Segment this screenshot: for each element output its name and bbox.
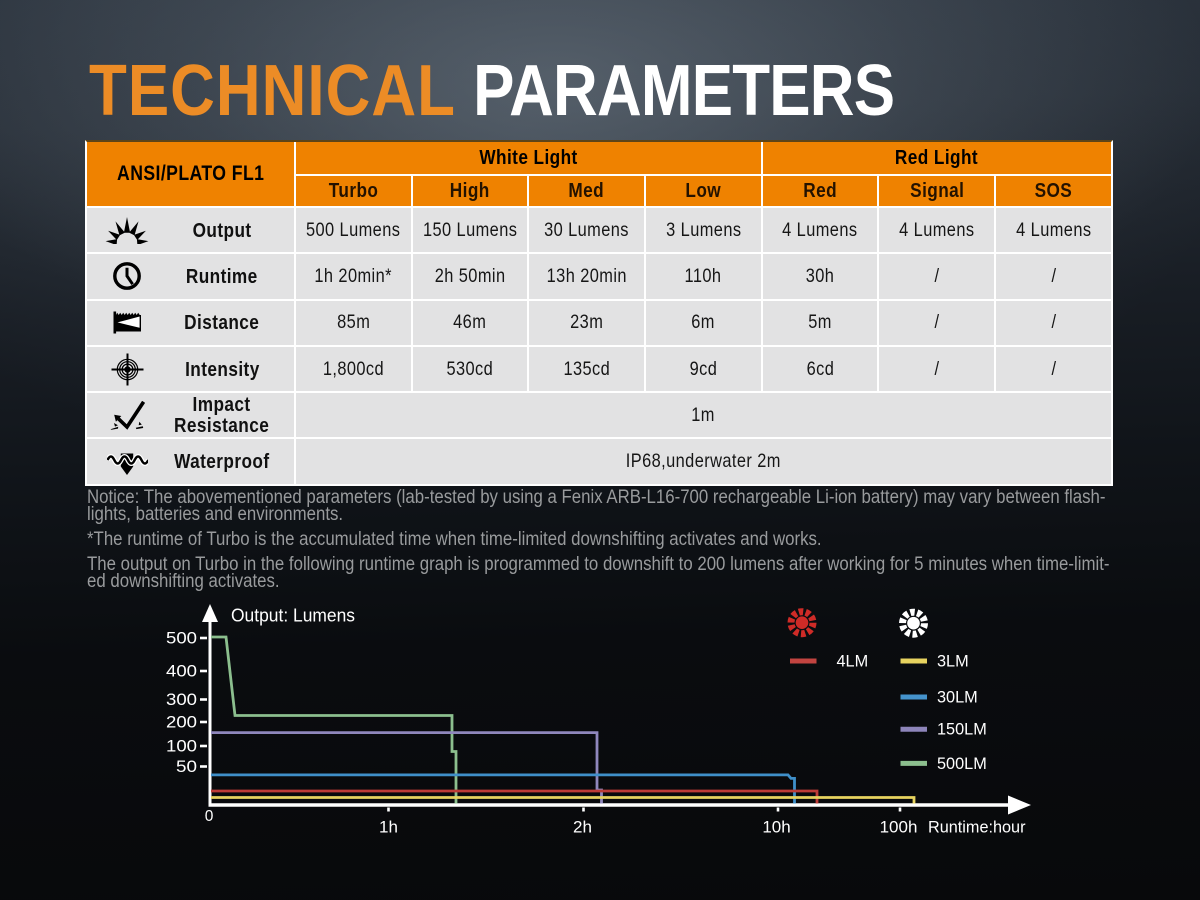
svg-text:100h: 100h xyxy=(880,818,918,837)
svg-text:30LM: 30LM xyxy=(937,688,978,706)
svg-text:500: 500 xyxy=(166,630,197,648)
svg-text:100: 100 xyxy=(166,738,197,756)
svg-text:500LM: 500LM xyxy=(937,755,987,773)
svg-text:400: 400 xyxy=(166,663,197,681)
svg-text:Runtime:hour: Runtime:hour xyxy=(928,818,1026,837)
svg-text:200: 200 xyxy=(166,714,197,732)
svg-text:Output: Lumens: Output: Lumens xyxy=(231,606,355,626)
svg-text:3LM: 3LM xyxy=(937,653,969,671)
svg-text:2h: 2h xyxy=(573,818,592,837)
svg-text:1h: 1h xyxy=(379,818,398,837)
svg-text:4LM: 4LM xyxy=(837,653,869,671)
svg-text:0: 0 xyxy=(205,808,214,825)
svg-text:150LM: 150LM xyxy=(937,721,987,739)
svg-text:300: 300 xyxy=(166,691,197,709)
svg-text:10h: 10h xyxy=(762,818,790,837)
svg-text:50: 50 xyxy=(176,758,197,776)
